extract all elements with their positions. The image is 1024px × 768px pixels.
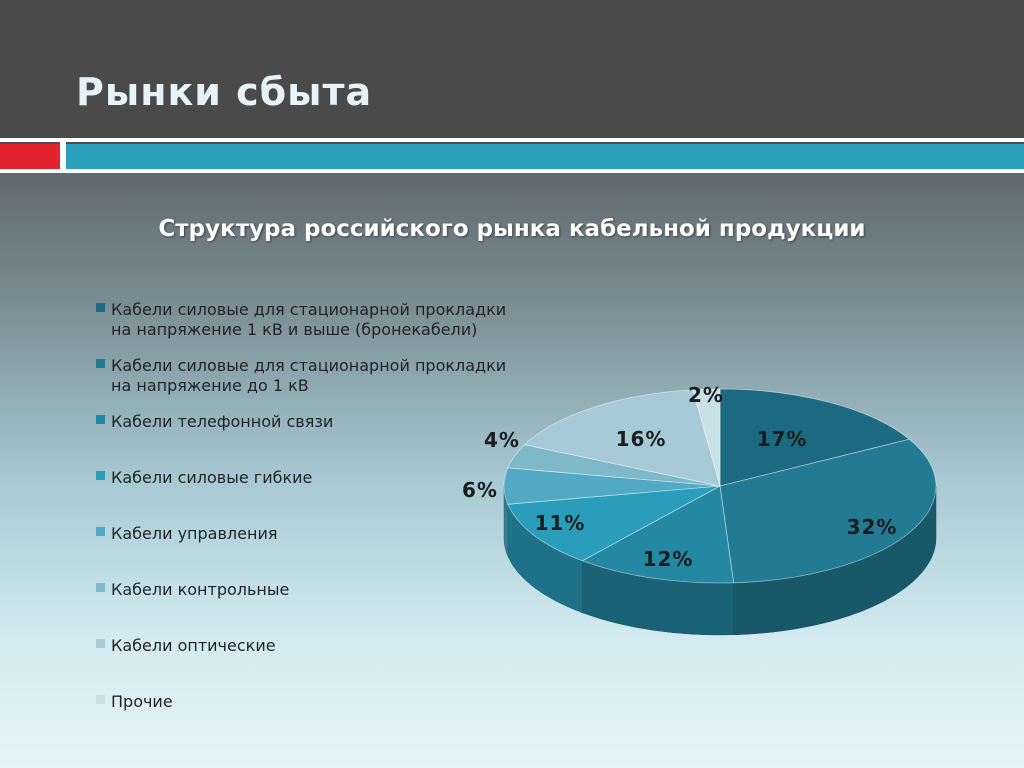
divider-line xyxy=(0,138,1024,142)
legend-label: Кабели силовые гибкие xyxy=(111,468,313,487)
data-label: 12% xyxy=(643,547,694,571)
pie-sides xyxy=(503,485,937,636)
legend-label: Кабели телефонной связи xyxy=(111,412,334,431)
pie-slice xyxy=(507,485,721,562)
legend-label: Кабели управления xyxy=(111,524,278,543)
accent-bar-blue xyxy=(66,144,1024,169)
legend-swatch xyxy=(96,359,105,368)
legend-label: Кабели силовые для стационарной прокладк… xyxy=(111,300,507,339)
legend-label: Кабели контрольные xyxy=(111,580,290,599)
pie-slice xyxy=(523,389,721,487)
data-label: 16% xyxy=(616,427,667,451)
divider-gap xyxy=(60,142,66,169)
data-label: 4% xyxy=(484,428,520,452)
pie-slice xyxy=(692,388,721,487)
pie-tops xyxy=(503,388,937,584)
legend-swatch xyxy=(96,303,105,312)
legend-swatch xyxy=(96,695,105,704)
data-label: 2% xyxy=(688,383,724,407)
chart-title: Структура российского рынка кабельной пр… xyxy=(158,216,866,242)
legend-swatch xyxy=(96,471,105,480)
data-label: 11% xyxy=(535,511,586,535)
slide-header xyxy=(0,0,1024,138)
pie-slice xyxy=(581,485,735,584)
legend-label: Кабели оптические xyxy=(111,636,276,655)
divider-line xyxy=(0,169,1024,173)
legend-label: Прочие xyxy=(111,692,173,711)
legend-swatch xyxy=(96,527,105,536)
data-label: 32% xyxy=(847,515,898,539)
legend-label: Кабели силовые для стационарной прокладк… xyxy=(111,356,507,395)
legend-swatch xyxy=(96,415,105,424)
pie-slice xyxy=(719,388,911,487)
legend-swatch xyxy=(96,639,105,648)
data-label: 6% xyxy=(462,478,498,502)
legend-swatch xyxy=(96,583,105,592)
slide-title: Рынки сбыта xyxy=(76,70,373,114)
pie-slice xyxy=(719,438,937,584)
accent-bar-red xyxy=(0,144,60,169)
data-label: 17% xyxy=(757,427,808,451)
